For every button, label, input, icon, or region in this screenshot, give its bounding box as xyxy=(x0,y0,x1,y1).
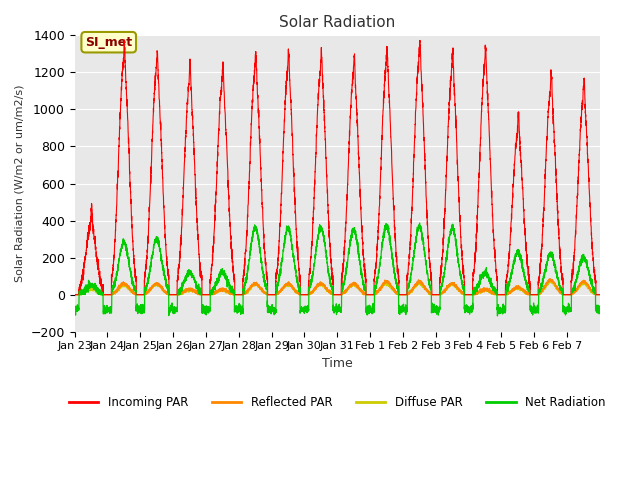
Y-axis label: Solar Radiation (W/m2 or um/m2/s): Solar Radiation (W/m2 or um/m2/s) xyxy=(15,85,25,282)
Legend: Incoming PAR, Reflected PAR, Diffuse PAR, Net Radiation: Incoming PAR, Reflected PAR, Diffuse PAR… xyxy=(64,391,611,413)
Title: Solar Radiation: Solar Radiation xyxy=(279,15,396,30)
X-axis label: Time: Time xyxy=(322,357,353,370)
Text: SI_met: SI_met xyxy=(85,36,132,48)
